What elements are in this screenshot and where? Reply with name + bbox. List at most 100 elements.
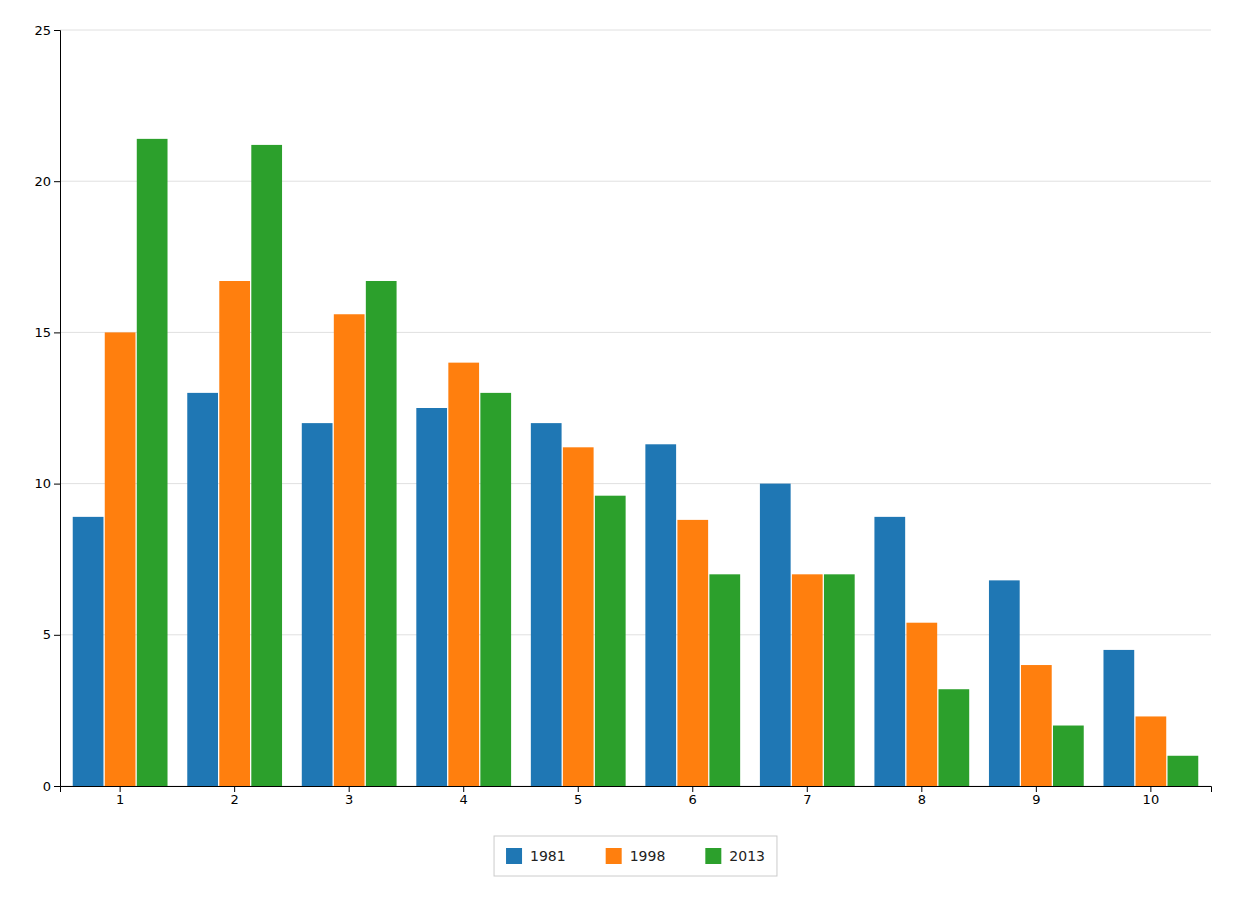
bar <box>645 444 676 786</box>
y-tick: 15 <box>34 325 60 340</box>
bar <box>187 393 218 786</box>
x-tick-label: 3 <box>345 792 353 807</box>
y-tick: 0 <box>43 779 60 794</box>
plot-area: 0 5 10 15 20 25 1 2 3 4 5 6 7 8 9 10 <box>34 23 1211 808</box>
bar <box>366 281 397 786</box>
legend: 1981 1998 2013 <box>494 836 777 876</box>
x-tick-label: 1 <box>116 792 124 807</box>
bar <box>480 393 511 786</box>
x-tick-label: 7 <box>803 792 811 807</box>
y-tick: 25 <box>34 23 60 38</box>
x-axis: 1 2 3 4 5 6 7 8 9 10 <box>61 786 1212 807</box>
x-tick-mark <box>120 786 121 792</box>
grid-line <box>60 30 1211 31</box>
grid-line <box>60 181 1211 182</box>
bar <box>824 574 855 786</box>
x-tick-mark <box>349 786 350 792</box>
y-tick: 5 <box>43 627 60 642</box>
y-tick-label: 0 <box>43 779 51 794</box>
y-tick-label: 10 <box>34 476 51 491</box>
x-axis-line <box>61 787 1212 793</box>
bar <box>1021 665 1052 786</box>
x-tick: 10 <box>1143 786 1160 807</box>
bar <box>906 623 937 786</box>
x-tick: 3 <box>345 786 353 807</box>
y-tick-label: 5 <box>43 627 51 642</box>
y-tick-mark <box>54 786 60 787</box>
legend-frame <box>494 836 777 876</box>
legend-item: 2013 <box>705 848 765 864</box>
x-tick-mark <box>1150 786 1151 792</box>
y-tick-label: 20 <box>34 174 51 189</box>
bar <box>416 408 447 786</box>
x-tick-mark <box>578 786 579 792</box>
legend-swatch <box>606 848 622 864</box>
x-tick-label: 6 <box>689 792 697 807</box>
y-tick-mark <box>54 484 60 485</box>
bar <box>219 281 250 786</box>
bar <box>302 423 333 786</box>
x-tick: 6 <box>689 786 697 807</box>
x-tick-label: 9 <box>1032 792 1040 807</box>
x-tick-mark <box>692 786 693 792</box>
bar-series <box>137 139 1198 786</box>
bar <box>792 574 823 786</box>
y-axis: 0 5 10 15 20 25 <box>34 23 60 794</box>
legend-label: 1998 <box>630 848 666 864</box>
legend-label: 1981 <box>530 848 566 864</box>
x-tick-mark <box>463 786 464 792</box>
bar <box>677 520 708 786</box>
chart-svg: 0 5 10 15 20 25 1 2 3 4 5 6 7 8 9 10 1981 1998 2013 <box>0 0 1241 916</box>
x-tick: 7 <box>803 786 811 807</box>
legend-item: 1998 <box>606 848 666 864</box>
bar <box>709 574 740 786</box>
x-tick: 2 <box>231 786 239 807</box>
legend-item: 1981 <box>506 848 566 864</box>
y-tick: 10 <box>34 476 60 491</box>
grid <box>60 30 1211 786</box>
x-tick: 4 <box>460 786 468 807</box>
y-tick-mark <box>54 635 60 636</box>
bar <box>334 314 365 786</box>
bar <box>1136 716 1167 786</box>
x-tick: 1 <box>116 786 124 807</box>
y-tick-mark <box>54 30 60 31</box>
x-tick-mark <box>921 786 922 792</box>
bar <box>563 447 594 786</box>
y-tick-mark <box>54 181 60 182</box>
x-tick-mark <box>234 786 235 792</box>
x-tick-label: 10 <box>1143 792 1160 807</box>
bar <box>1053 726 1084 786</box>
bar <box>1103 650 1134 786</box>
legend-label: 2013 <box>729 848 765 864</box>
x-tick-label: 4 <box>460 792 468 807</box>
bar <box>760 484 791 786</box>
x-tick: 8 <box>918 786 926 807</box>
bar <box>874 517 905 786</box>
bar <box>1168 756 1199 786</box>
x-tick: 9 <box>1032 786 1040 807</box>
y-tick-label: 15 <box>34 325 51 340</box>
bar <box>531 423 562 786</box>
y-tick-label: 25 <box>34 23 51 38</box>
bar <box>251 145 282 786</box>
bars <box>73 139 1199 786</box>
x-tick-mark <box>1036 786 1037 792</box>
legend-swatch <box>705 848 721 864</box>
bar <box>73 517 104 786</box>
bar <box>989 580 1020 786</box>
legend-swatch <box>506 848 522 864</box>
y-axis-line <box>54 31 61 787</box>
bar <box>448 363 479 786</box>
x-tick-label: 5 <box>574 792 582 807</box>
x-tick: 5 <box>574 786 582 807</box>
x-tick-label: 8 <box>918 792 926 807</box>
x-tick-label: 2 <box>231 792 239 807</box>
bar <box>105 332 136 786</box>
bar <box>595 496 626 786</box>
y-tick-mark <box>54 332 60 333</box>
bar <box>137 139 168 786</box>
y-tick: 20 <box>34 174 60 189</box>
bar <box>938 689 969 786</box>
x-tick-mark <box>807 786 808 792</box>
